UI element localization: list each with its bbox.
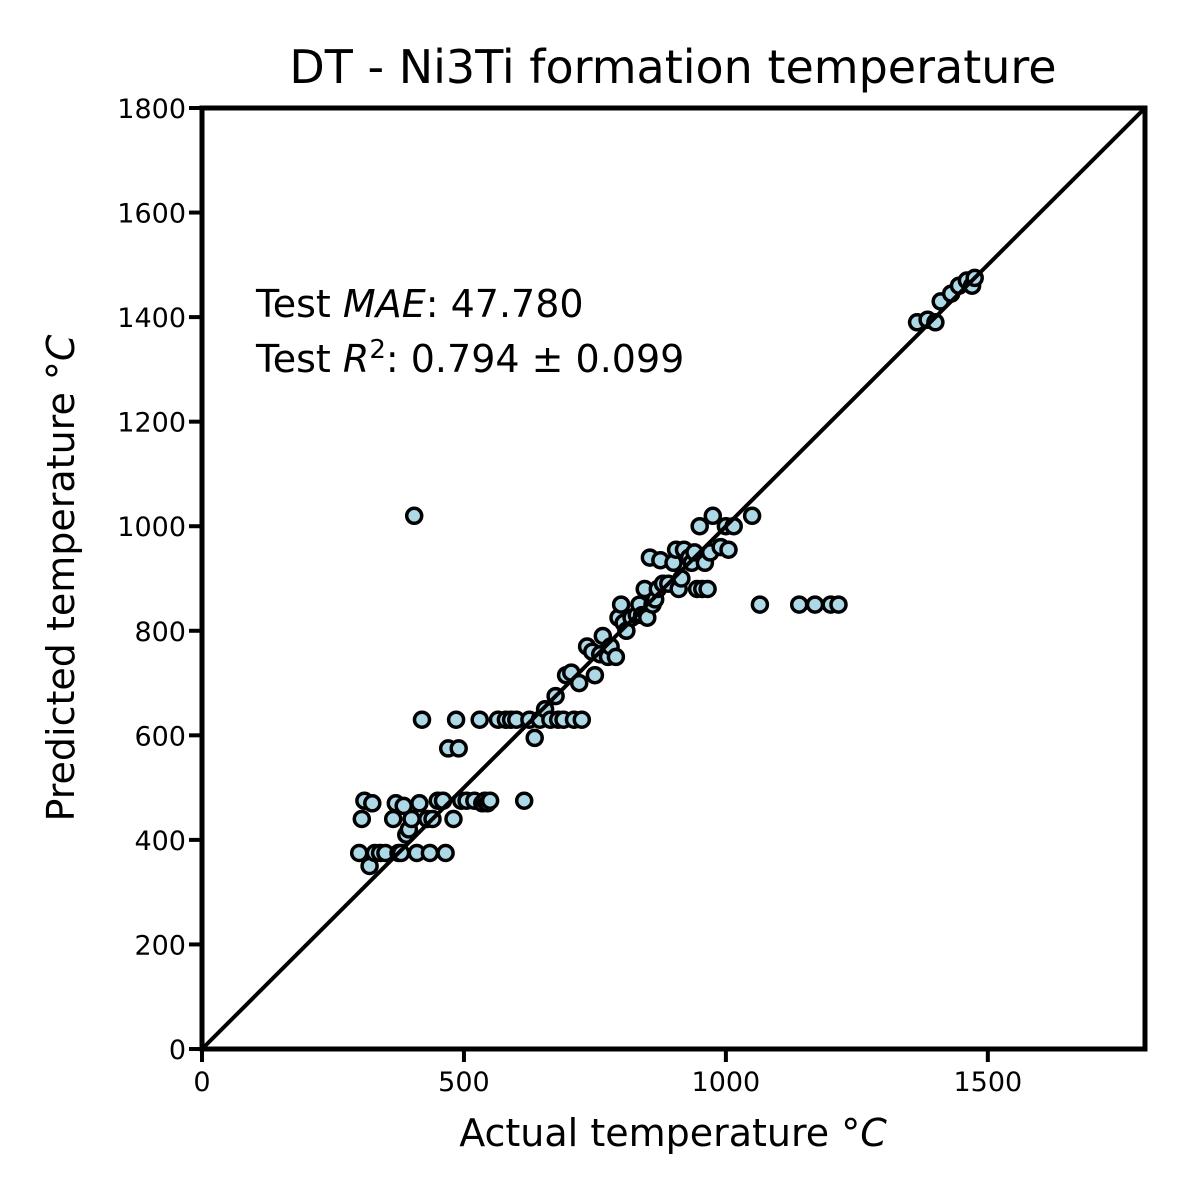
data-point: [742, 506, 762, 526]
y-tick-label: 1800: [117, 94, 186, 125]
data-point: [470, 710, 489, 729]
data-point: [829, 595, 848, 614]
mae-annotation: Test MAE: 47.780: [255, 282, 584, 326]
x-tick-label: 500: [438, 1067, 490, 1098]
axis-ticks: 0 500 1000 1500 0 200 400 600 800 1000 1200 1400 160…: [117, 94, 1022, 1098]
data-point: [410, 794, 429, 813]
y-tick-label: 800: [134, 617, 186, 648]
data-point: [789, 595, 809, 614]
data-point: [402, 809, 421, 829]
data-point: [349, 843, 369, 863]
data-point: [585, 665, 605, 685]
data-point: [611, 595, 631, 614]
data-point: [719, 540, 738, 559]
plot-frame: [199, 105, 1148, 1052]
y-axis-label: Predicted temperature °C: [39, 334, 83, 821]
data-point: [514, 791, 534, 810]
data-point: [449, 739, 468, 758]
y-tick-label: 1600: [117, 199, 186, 230]
x-tick-label: 0: [193, 1067, 210, 1098]
x-axis-label: Actual temperature °C: [459, 1111, 887, 1155]
data-point: [698, 579, 717, 599]
data-point: [572, 710, 592, 729]
y-tick-label: 1000: [117, 512, 186, 543]
data-point: [363, 794, 382, 813]
data-point: [412, 710, 432, 729]
data-point: [805, 595, 825, 614]
data-point: [420, 843, 440, 863]
data-point: [703, 506, 723, 526]
data-point: [480, 791, 500, 810]
data-point: [352, 809, 372, 829]
y-tick-label: 1200: [117, 408, 186, 439]
data-point: [569, 673, 589, 693]
data-point: [444, 809, 463, 829]
data-point: [383, 809, 403, 829]
data-point: [436, 843, 455, 863]
r2-annotation: Test R2: 0.794 ± 0.099: [255, 335, 684, 381]
chart-title: DT - Ni3Ti formation temperature: [289, 40, 1056, 94]
data-point: [750, 595, 770, 614]
x-tick-label: 1000: [692, 1067, 761, 1098]
y-tick-label: 0: [169, 1035, 186, 1066]
y-tick-label: 400: [134, 826, 186, 857]
x-tick-label: 1500: [953, 1067, 1022, 1098]
y-tick-label: 200: [134, 930, 186, 961]
data-point: [690, 516, 709, 536]
data-point: [446, 710, 466, 729]
data-point: [404, 506, 424, 526]
y-tick-label: 1400: [117, 303, 186, 334]
data-point: [606, 647, 626, 667]
data-point: [525, 728, 544, 748]
identity-line: [200, 106, 1147, 1051]
y-tick-label: 600: [134, 721, 186, 752]
